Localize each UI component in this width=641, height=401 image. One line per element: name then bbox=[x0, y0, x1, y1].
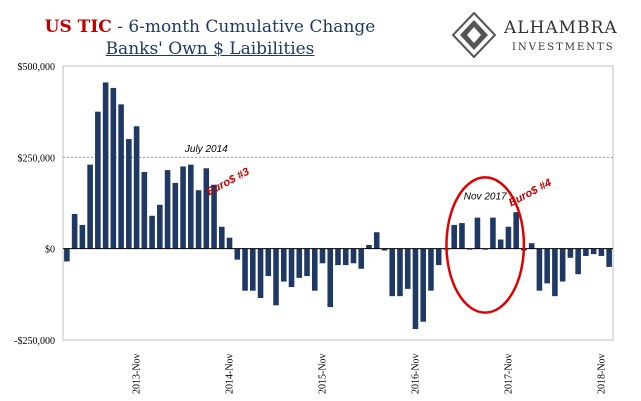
bar bbox=[567, 248, 574, 258]
title-line-1: US TIC - 6-month Cumulative Change bbox=[0, 16, 420, 38]
bar bbox=[381, 248, 388, 251]
bar bbox=[358, 248, 365, 269]
bar bbox=[412, 248, 419, 330]
y-tick-label: $250,000 bbox=[18, 153, 56, 164]
bar bbox=[157, 204, 163, 249]
annotation-label: July 2014 bbox=[184, 144, 228, 155]
bar bbox=[451, 224, 457, 249]
bar bbox=[404, 248, 411, 289]
bar bbox=[195, 190, 202, 249]
bar bbox=[420, 248, 426, 322]
bar bbox=[118, 104, 124, 249]
bar bbox=[79, 224, 86, 249]
bar bbox=[133, 126, 140, 249]
bar bbox=[311, 248, 318, 291]
bar bbox=[459, 223, 465, 249]
bar bbox=[203, 168, 210, 249]
bar bbox=[327, 248, 334, 308]
title-rest: - 6-month Cumulative Change bbox=[111, 17, 376, 37]
x-tick-label: 2016-Nov bbox=[410, 353, 421, 394]
bar bbox=[319, 248, 326, 264]
x-tick-label: 2017-Nov bbox=[503, 353, 514, 394]
bar bbox=[95, 111, 101, 249]
bar bbox=[172, 182, 179, 249]
bar bbox=[180, 166, 186, 249]
title-line-2: Banks' Own $ Laibilities bbox=[105, 39, 315, 59]
bar bbox=[64, 248, 70, 262]
bar bbox=[102, 82, 109, 249]
bar bbox=[141, 171, 148, 249]
bar bbox=[87, 164, 93, 249]
bar bbox=[280, 248, 287, 282]
x-tick-label: 2014-Nov bbox=[225, 353, 236, 394]
annotation-label: Nov 2017 bbox=[464, 191, 507, 202]
y-tick-label: $0 bbox=[45, 245, 55, 256]
bar bbox=[257, 248, 264, 298]
bar bbox=[164, 170, 171, 249]
bar bbox=[234, 248, 241, 260]
bar bbox=[490, 217, 496, 249]
bar bbox=[342, 248, 349, 266]
annotation-red-label: Euro$ #3 bbox=[205, 166, 252, 198]
bar bbox=[250, 248, 256, 291]
bar bbox=[598, 248, 605, 256]
title-red-part: US TIC bbox=[44, 17, 112, 37]
bar bbox=[575, 248, 581, 275]
bar bbox=[559, 248, 566, 282]
bar bbox=[304, 248, 310, 277]
x-tick-label: 2015-Nov bbox=[318, 353, 329, 394]
highlight-ellipse bbox=[445, 176, 526, 314]
alhambra-logo: ALHAMBRA INVESTMENTS bbox=[451, 11, 632, 62]
bar bbox=[110, 87, 117, 249]
annotation-red-label: Euro$ #4 bbox=[507, 177, 554, 209]
logo-name: ALHAMBRA bbox=[504, 18, 618, 38]
bar bbox=[366, 245, 372, 249]
bar bbox=[288, 248, 295, 288]
y-tick-label: $500,000 bbox=[18, 62, 56, 73]
bar bbox=[536, 248, 543, 291]
bar bbox=[544, 248, 550, 284]
y-tick-label: -$250,000 bbox=[14, 336, 55, 347]
chart-title: US TIC - 6-month Cumulative Change Banks… bbox=[0, 16, 420, 60]
bar bbox=[373, 232, 380, 249]
bar bbox=[606, 248, 612, 267]
logo-subtitle: INVESTMENTS bbox=[512, 42, 615, 53]
bar bbox=[397, 248, 403, 297]
bar bbox=[335, 248, 341, 266]
bar bbox=[497, 239, 504, 249]
bar bbox=[583, 248, 589, 256]
bar bbox=[71, 213, 78, 249]
bar bbox=[528, 243, 535, 249]
logo-diamond-icon bbox=[451, 11, 497, 59]
plot-area bbox=[62, 65, 614, 341]
bar bbox=[126, 139, 132, 249]
bar bbox=[552, 248, 558, 297]
bar bbox=[428, 248, 434, 291]
bar bbox=[211, 184, 217, 249]
x-tick-label: 2018-Nov bbox=[596, 353, 607, 394]
bar bbox=[242, 248, 248, 291]
bar bbox=[219, 226, 225, 249]
bar bbox=[389, 248, 396, 297]
bar bbox=[265, 248, 272, 277]
bar bbox=[273, 248, 279, 306]
bar bbox=[590, 248, 597, 255]
bar bbox=[226, 237, 233, 249]
bar bbox=[296, 248, 303, 278]
bar bbox=[350, 248, 357, 264]
x-tick-label: 2013-Nov bbox=[132, 353, 143, 394]
bar bbox=[474, 217, 481, 249]
bar bbox=[435, 248, 442, 266]
bar bbox=[149, 215, 155, 249]
bar bbox=[188, 164, 194, 249]
bar bbox=[513, 212, 519, 249]
bar bbox=[505, 226, 512, 249]
